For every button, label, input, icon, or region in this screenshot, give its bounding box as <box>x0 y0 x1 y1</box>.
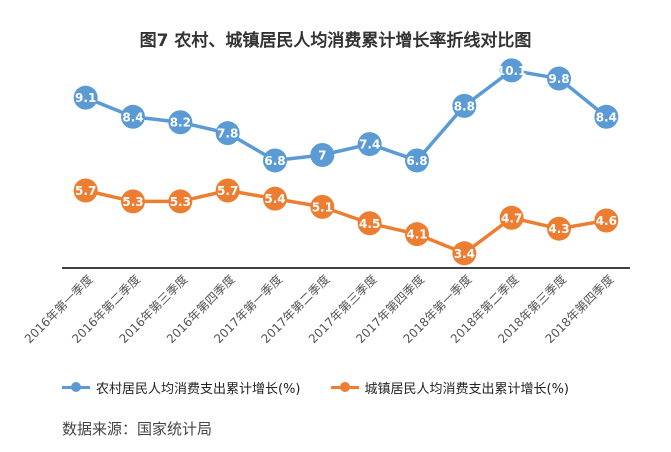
data-label-0: 9.8 <box>548 72 569 86</box>
data-label-0: 7 <box>318 149 326 163</box>
series-line-0 <box>83 68 609 163</box>
data-point-1 <box>547 216 571 241</box>
legend-swatch-urban <box>330 381 359 393</box>
data-label-1: 4.1 <box>406 228 427 242</box>
data-label-0: 10.1 <box>497 64 527 78</box>
data-point-0 <box>215 121 240 146</box>
data-point-0 <box>547 66 571 91</box>
data-point-0 <box>263 148 287 173</box>
data-point-0 <box>499 58 524 83</box>
data-point-1 <box>594 208 619 233</box>
legend-item-rural: 农村居民人均消费支出累计增长(%) <box>62 378 301 397</box>
data-label-0: 8.4 <box>122 110 143 124</box>
data-point-1 <box>215 178 240 203</box>
chart-legend: 农村居民人均消费支出累计增长(%) 城镇居民人均消费支出累计增长(%) <box>62 376 630 398</box>
legend-label-rural: 农村居民人均消费支出累计增长(%) <box>96 381 301 397</box>
data-point-0 <box>121 104 145 129</box>
data-point-0 <box>310 143 335 167</box>
data-point-1 <box>452 241 477 266</box>
legend-item-urban: 城镇居民人均消费支出累计增长(%) <box>330 378 570 397</box>
data-point-0 <box>452 93 477 118</box>
data-point-1 <box>73 178 98 203</box>
data-label-1: 5.7 <box>75 184 96 198</box>
data-label-1: 5.3 <box>122 195 143 209</box>
data-point-0 <box>405 148 429 173</box>
data-point-0 <box>594 104 619 129</box>
data-source-note: 数据来源：国家统计局 <box>62 420 213 438</box>
data-point-0 <box>73 85 98 110</box>
legend-label-urban: 城镇居民人均消费支出累计增长(%) <box>364 381 570 397</box>
data-point-0 <box>168 110 193 135</box>
data-point-1 <box>357 211 382 236</box>
data-label-1: 5.7 <box>217 184 238 198</box>
data-label-1: 4.6 <box>596 214 617 228</box>
data-label-0: 8.8 <box>454 99 475 113</box>
data-point-1 <box>405 222 429 247</box>
data-label-1: 4.5 <box>359 217 380 231</box>
data-label-1: 5.1 <box>312 200 333 214</box>
data-label-0: 8.4 <box>596 110 617 124</box>
data-point-1 <box>168 189 193 214</box>
data-label-1: 5.3 <box>170 195 191 209</box>
data-label-0: 9.1 <box>75 91 96 105</box>
data-label-0: 7.4 <box>359 138 380 152</box>
data-label-0: 6.8 <box>264 154 285 168</box>
data-point-1 <box>263 186 287 211</box>
data-label-1: 5.4 <box>264 192 285 206</box>
data-point-1 <box>499 205 524 230</box>
data-point-1 <box>121 189 145 214</box>
data-label-1: 4.3 <box>548 222 569 236</box>
data-point-0 <box>357 132 382 157</box>
data-label-0: 7.8 <box>217 127 238 141</box>
series-line-1 <box>83 188 609 256</box>
data-label-1: 3.4 <box>454 247 475 261</box>
data-label-0: 8.2 <box>170 116 191 130</box>
chart-title: 图7 农村、城镇居民人均消费累计增长率折线对比图 <box>139 31 532 51</box>
data-point-1 <box>310 194 335 219</box>
data-label-1: 4.7 <box>501 211 522 225</box>
legend-swatch-rural <box>62 381 90 393</box>
data-label-0: 6.8 <box>406 154 427 168</box>
